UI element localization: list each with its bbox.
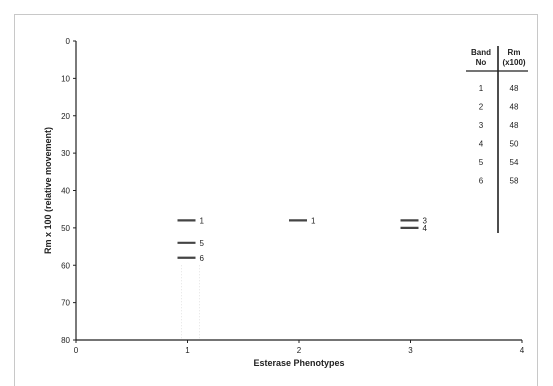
x-tick-label: 2 [297,346,302,355]
table-cell-band: 5 [479,158,484,167]
y-tick-label: 0 [66,37,71,46]
y-tick-label: 70 [61,299,70,308]
y-axis-title: Rm x 100 (relative movement) [43,127,53,254]
y-tick-label: 60 [61,261,70,270]
table-cell-rm: 48 [510,84,519,93]
y-tick-label: 30 [61,149,70,158]
band-label: 5 [200,239,205,248]
x-tick-label: 1 [185,346,190,355]
table-cell-rm: 58 [510,177,519,186]
table-cell-band: 2 [479,103,484,112]
band-label: 1 [200,216,205,225]
table-cell-rm: 54 [510,158,519,167]
y-tick-label: 10 [61,74,70,83]
table-header: Band [471,48,491,57]
band-label: 3 [423,216,428,225]
x-tick-label: 0 [74,346,79,355]
table-cell-rm: 50 [510,140,519,149]
chart-frame [14,14,538,386]
y-tick-label: 20 [61,112,70,121]
band-marks: 1 5 6 1 34 [177,216,428,263]
table-header: (x100) [502,58,525,67]
y-tick-label: 50 [61,224,70,233]
band-label: 6 [200,254,205,263]
table-cell-rm: 48 [510,121,519,130]
table-cell-rm: 48 [510,103,519,112]
x-tick-label: 4 [520,346,525,355]
table-header: No [476,58,487,67]
y-tick-label: 80 [61,336,70,345]
x-axis-title: Esterase Phenotypes [253,358,344,368]
table-header: Rm [508,48,521,57]
table-cell-band: 3 [479,121,484,130]
band-label: 4 [423,224,428,233]
x-tick-label: 3 [408,346,413,355]
y-tick-label: 40 [61,187,70,196]
table-cell-band: 4 [479,140,484,149]
table-cell-band: 1 [479,84,484,93]
band-label: 1 [311,216,316,225]
table-cell-band: 6 [479,177,484,186]
